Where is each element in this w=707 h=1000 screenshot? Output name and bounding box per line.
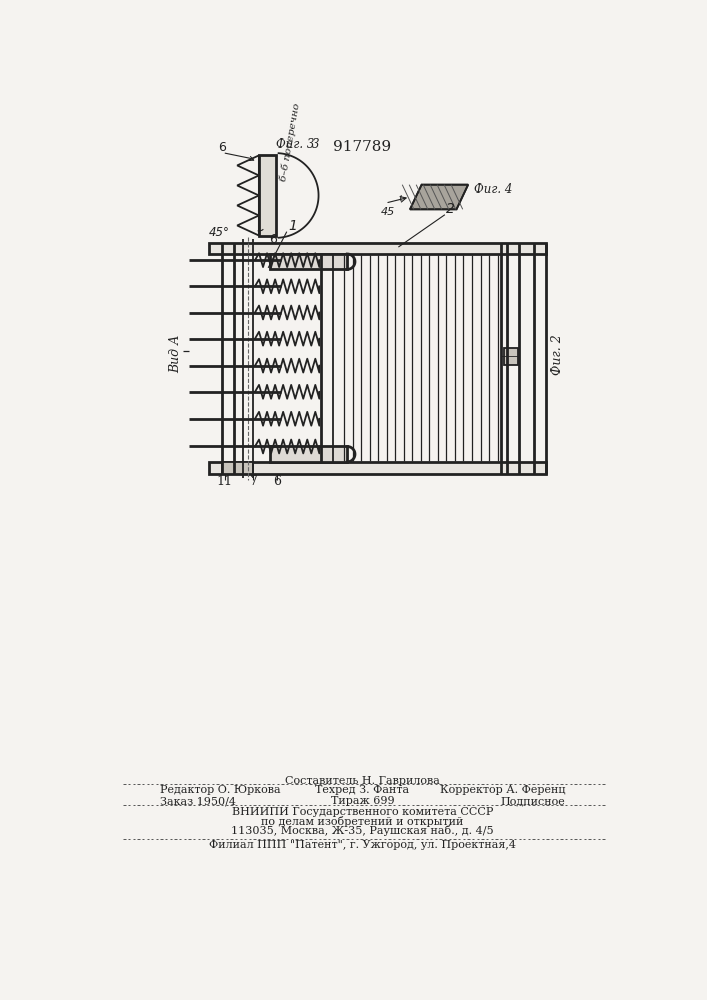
Bar	[270, 254, 347, 269]
Text: Вид А: Вид А	[170, 334, 182, 373]
Text: Подписное: Подписное	[501, 796, 565, 806]
Text: 3: 3	[312, 138, 319, 151]
Text: Филиал ППП "Патент", г. Ужгород, ул. Проектная,4: Филиал ППП "Патент", г. Ужгород, ул. Про…	[209, 840, 516, 850]
Text: Фиг. 2: Фиг. 2	[551, 334, 563, 375]
Text: Заказ 1950/4: Заказ 1950/4	[160, 796, 235, 806]
Text: по делам изобретений и открытий: по делам изобретений и открытий	[261, 816, 464, 827]
Bar	[209, 243, 546, 254]
Bar	[270, 446, 347, 462]
Text: Фиг. 3: Фиг. 3	[276, 138, 315, 151]
Text: Редактор О. Юркова: Редактор О. Юркова	[160, 785, 280, 795]
Bar	[222, 462, 252, 474]
Text: 917789: 917789	[333, 140, 391, 154]
Text: ВНИИПИ Государственного комитета СССР: ВНИИПИ Государственного комитета СССР	[232, 807, 493, 817]
Text: 6: 6	[274, 475, 281, 488]
Text: Техред З. Фанта: Техред З. Фанта	[315, 785, 409, 795]
Text: 45°: 45°	[209, 226, 230, 238]
Text: Фиг. 4: Фиг. 4	[474, 183, 513, 196]
Text: Корректор А. Ференц: Корректор А. Ференц	[440, 785, 565, 795]
Text: 45: 45	[380, 207, 395, 217]
Text: 1: 1	[288, 219, 297, 233]
Text: 11: 11	[217, 475, 233, 488]
Text: Составитель Н. Гаврилова: Составитель Н. Гаврилова	[285, 776, 440, 786]
Bar	[209, 462, 546, 474]
Text: 113035, Москва, Ж-35, Раушская наб., д. 4/5: 113035, Москва, Ж-35, Раушская наб., д. …	[231, 825, 493, 836]
Text: 2: 2	[446, 202, 455, 216]
Text: 7: 7	[250, 475, 257, 488]
Text: Тираж 699: Тираж 699	[331, 796, 394, 806]
Text: б–б поперечно: б–б поперечно	[279, 102, 302, 182]
Polygon shape	[410, 185, 468, 209]
Bar	[259, 155, 276, 235]
Text: 6: 6	[218, 141, 226, 154]
Bar	[504, 348, 518, 365]
Text: 6: 6	[269, 233, 277, 246]
